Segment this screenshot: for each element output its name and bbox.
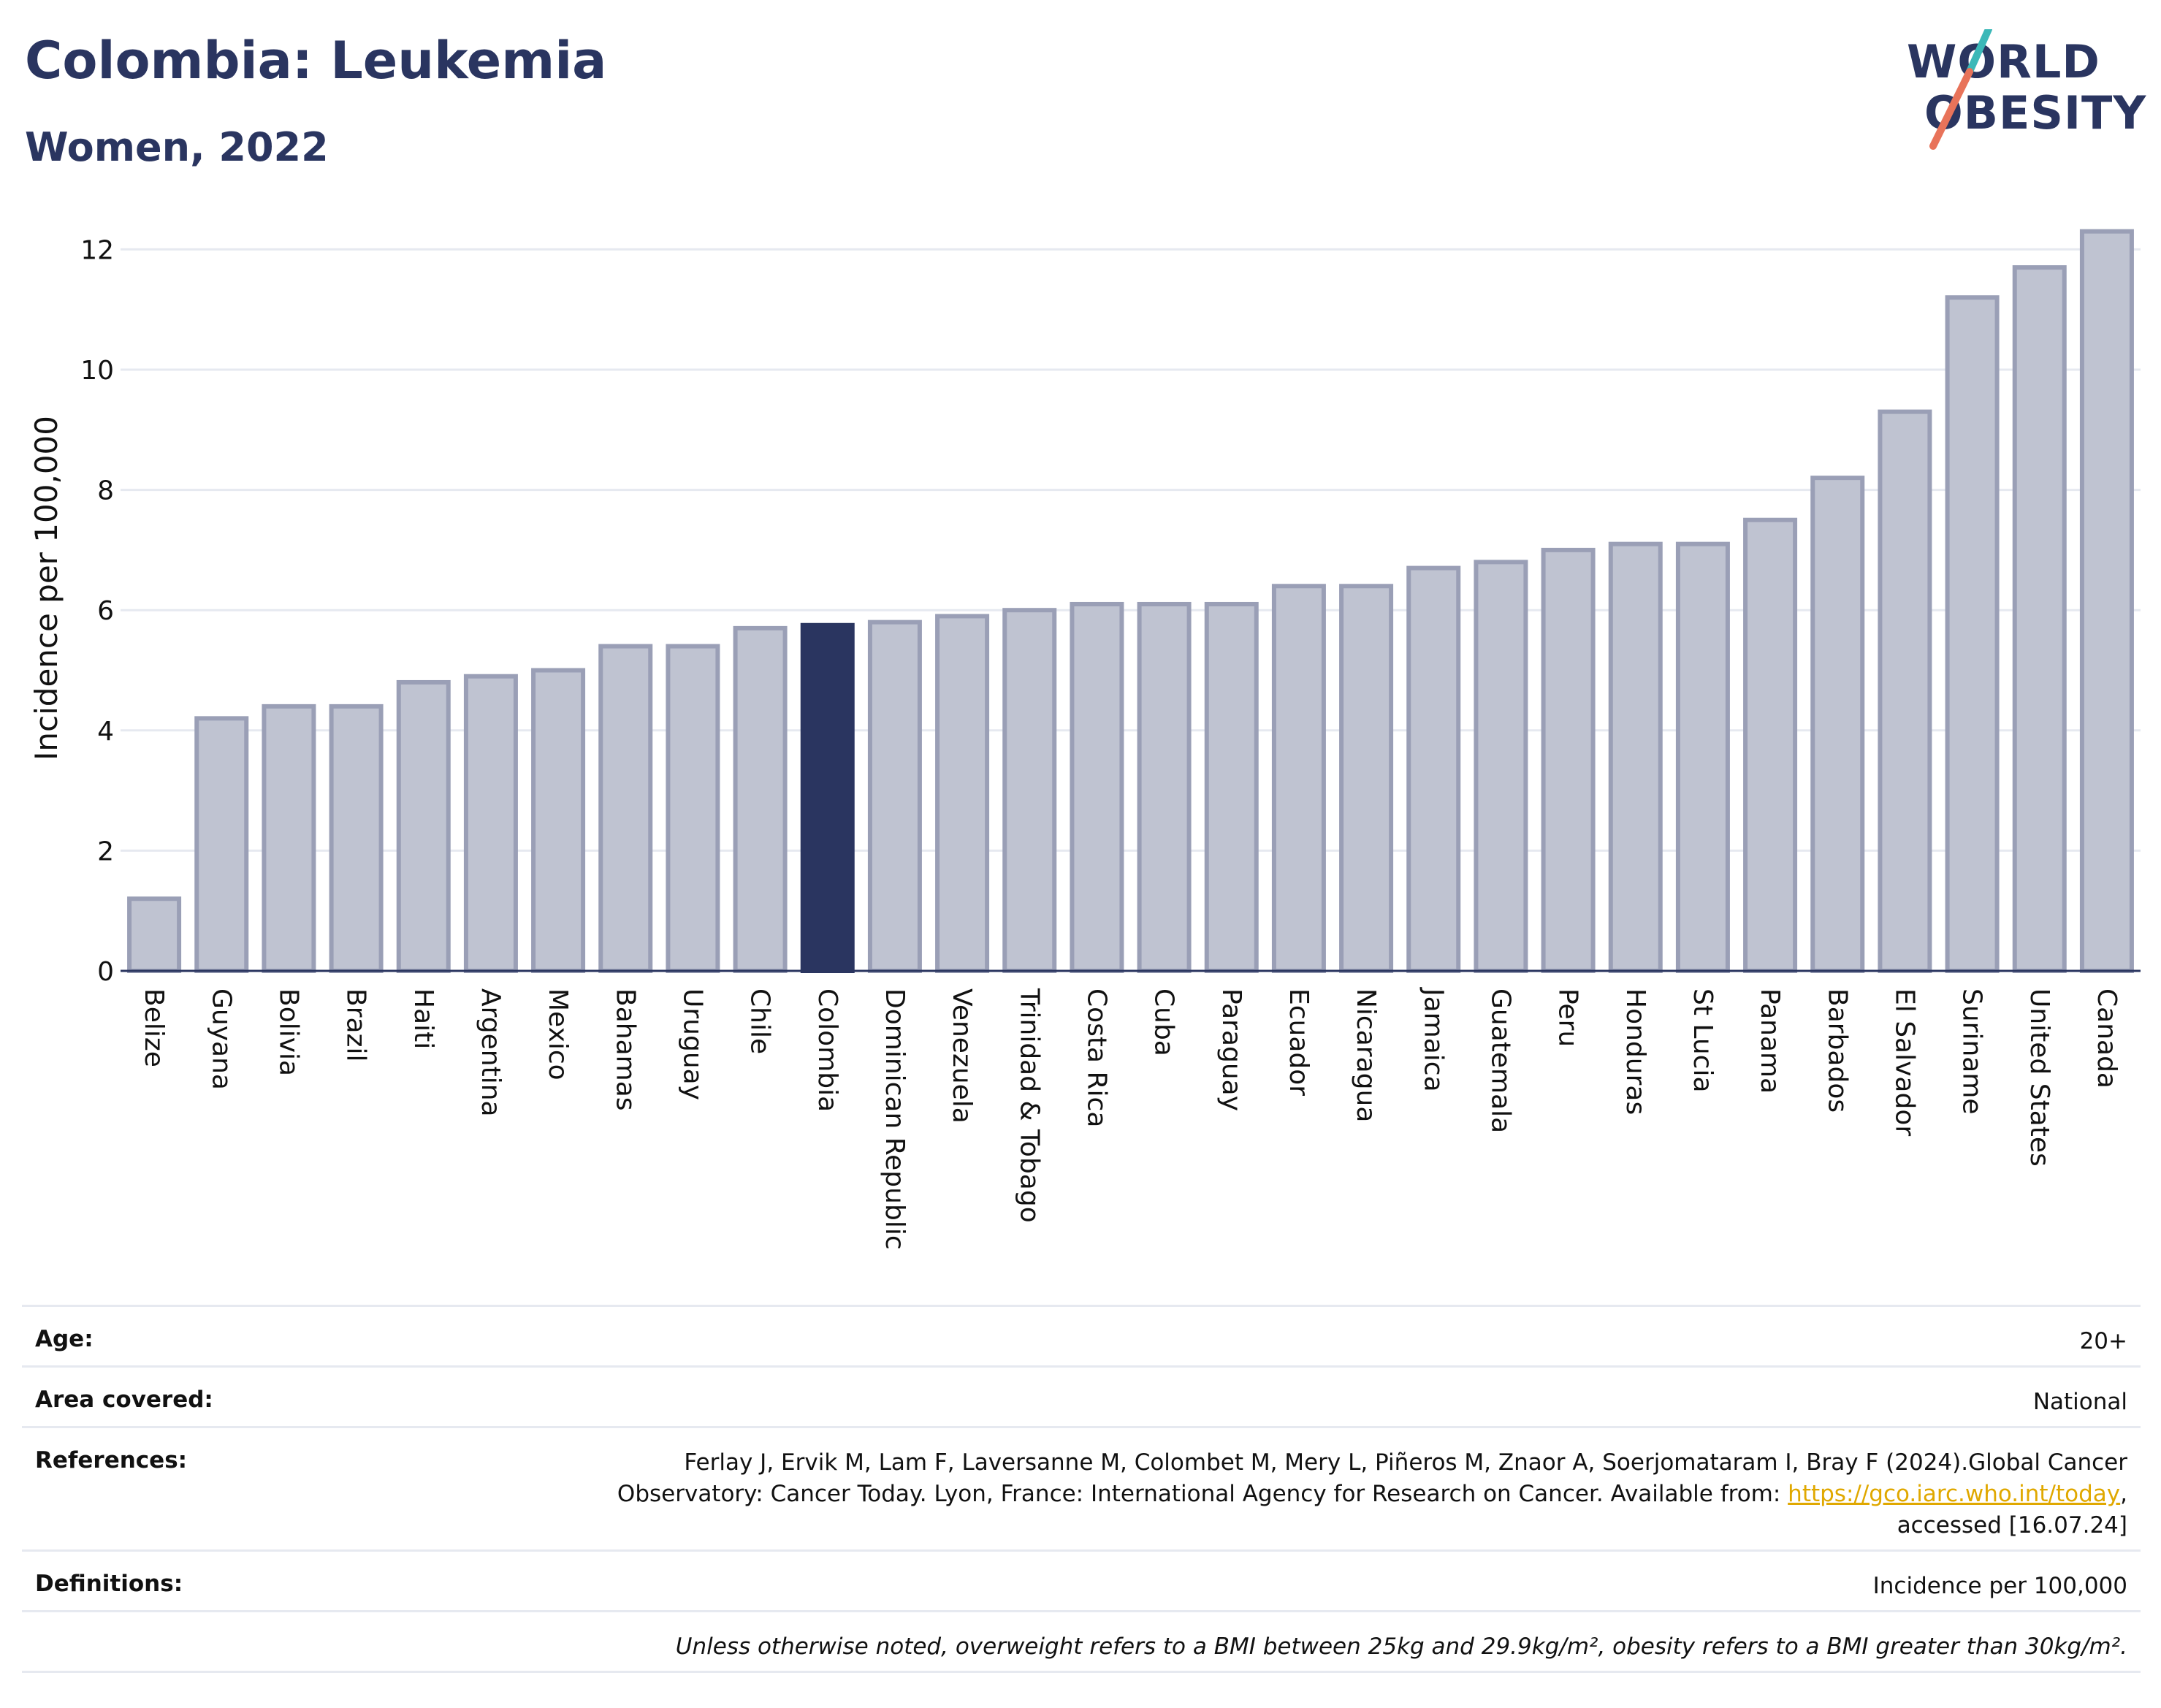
gridlines: [121, 248, 2141, 852]
bar-barbados[interactable]: [1810, 476, 1865, 973]
references-line3: accessed [16.07.24]: [1897, 1512, 2127, 1539]
x-tick-label: Nicaragua: [1351, 988, 1381, 1122]
bar-argentina[interactable]: [463, 674, 518, 973]
x-tick-label: Jamaica: [1418, 987, 1448, 1092]
x-tick-label: Uruguay: [677, 988, 707, 1100]
definitions-label: Definitions:: [35, 1571, 183, 1597]
page-title: Colombia: Leukemia: [25, 31, 607, 91]
x-tick-label: Belize: [139, 988, 169, 1067]
x-tick-label: Bahamas: [610, 988, 640, 1111]
info-row-age: Age: 20+: [22, 1305, 2141, 1365]
x-tick-label: Suriname: [1957, 988, 1987, 1115]
x-tick-label: Argentina: [476, 988, 506, 1117]
bar-paraguay[interactable]: [1204, 601, 1259, 973]
references-link[interactable]: https://gco.iarc.who.int/today: [1788, 1481, 2121, 1507]
age-label: Age:: [35, 1326, 94, 1352]
x-tick-label: Guatemala: [1485, 988, 1515, 1133]
definitions-value: Incidence per 100,000: [1872, 1573, 2127, 1599]
bar-panama[interactable]: [1743, 517, 1798, 973]
x-tick-label: Chile: [745, 988, 775, 1054]
x-tick-label: St Lucia: [1688, 988, 1718, 1093]
x-tick-label: Trinidad & Tobago: [1014, 988, 1044, 1223]
x-tick-label: Dominican Republic: [880, 988, 910, 1250]
y-axis-title: Incidence per 100,000: [28, 416, 64, 760]
info-row-definitions: Definitions: Incidence per 100,000: [22, 1549, 2141, 1610]
world-obesity-logo: WORLD OBESITY: [1907, 29, 2148, 153]
x-tick-label: Panama: [1755, 988, 1785, 1094]
y-axis-ticks: 0 2 4 6 8 10 12: [80, 235, 114, 987]
x-tick-label: United States: [2024, 988, 2054, 1167]
references-value: Ferlay J, Ervik M, Lam F, Laversanne M, …: [617, 1447, 2127, 1541]
bar-dominican-republic[interactable]: [867, 619, 922, 974]
references-line2-end: ,: [2120, 1481, 2127, 1507]
bar-peru[interactable]: [1541, 547, 1596, 973]
bar-mexico[interactable]: [531, 668, 586, 973]
y-tick-label: 8: [97, 476, 114, 506]
y-tick-label: 2: [97, 836, 114, 866]
bar-united-states[interactable]: [2012, 265, 2067, 974]
bar-colombia[interactable]: [800, 622, 855, 973]
bar-suriname[interactable]: [1945, 295, 2000, 973]
x-tick-label: Haiti: [408, 988, 438, 1049]
bmi-note: Unless otherwise noted, overweight refer…: [675, 1633, 2127, 1660]
bar-chile[interactable]: [733, 625, 788, 974]
y-tick-label: 0: [97, 957, 114, 987]
logo-slash-icon: [1929, 29, 1992, 150]
bar-brazil[interactable]: [329, 704, 384, 973]
info-row-area: Area covered: National: [22, 1365, 2141, 1426]
x-tick-label: Brazil: [341, 988, 371, 1061]
bar-guyana[interactable]: [194, 716, 249, 973]
bars: [127, 229, 2134, 974]
x-tick-label: Barbados: [1822, 988, 1852, 1113]
bar-jamaica[interactable]: [1406, 565, 1461, 973]
x-tick-label: Colombia: [812, 988, 842, 1112]
x-tick-label: El Salvador: [1889, 988, 1919, 1136]
bar-bahamas[interactable]: [598, 644, 653, 973]
y-tick-label: 12: [80, 235, 114, 265]
x-tick-label: Honduras: [1620, 988, 1650, 1115]
bar-uruguay[interactable]: [666, 644, 720, 973]
bar-canada[interactable]: [2079, 229, 2134, 973]
bar-haiti[interactable]: [396, 679, 451, 973]
bar-el-salvador[interactable]: [1878, 409, 1932, 973]
bar-nicaragua[interactable]: [1339, 584, 1394, 973]
x-tick-label: Cuba: [1149, 988, 1179, 1056]
bar-chart: 0 2 4 6 8 10 12 Belize Guyana Bolivia Brazil Haiti…: [28, 229, 2141, 1250]
y-tick-label: 10: [80, 356, 114, 386]
references-label: References:: [35, 1447, 188, 1473]
x-tick-label: Guyana: [206, 988, 236, 1090]
x-tick-label: Paraguay: [1216, 988, 1246, 1111]
bar-costa-rica[interactable]: [1070, 601, 1124, 973]
x-tick-label: Peru: [1553, 988, 1583, 1047]
bar-ecuador[interactable]: [1271, 584, 1326, 973]
page-subtitle: Women, 2022: [25, 124, 329, 170]
bar-guatemala[interactable]: [1474, 560, 1528, 973]
bar-st-lucia[interactable]: [1675, 541, 1730, 973]
x-tick-label: Ecuador: [1284, 988, 1314, 1096]
x-axis-labels: Belize Guyana Bolivia Brazil Haiti Argentina M…: [139, 987, 2122, 1250]
bar-bolivia[interactable]: [262, 704, 316, 973]
references-line1: Ferlay J, Ervik M, Lam F, Laversanne M, …: [684, 1449, 2127, 1476]
bar-honduras[interactable]: [1608, 541, 1663, 973]
info-table: Age: 20+ Area covered: National Referenc…: [22, 1305, 2141, 1673]
references-line2: Observatory: Cancer Today. Lyon, France:…: [617, 1481, 1788, 1507]
bar-trinidad-tobago[interactable]: [1002, 608, 1057, 973]
y-tick-label: 4: [97, 717, 114, 747]
bar-belize[interactable]: [127, 896, 182, 973]
x-tick-label: Mexico: [543, 988, 573, 1080]
y-tick-label: 6: [97, 596, 114, 626]
info-row-note: Unless otherwise noted, overweight refer…: [22, 1610, 2141, 1673]
area-value: National: [2032, 1389, 2127, 1415]
x-tick-label: Venezuela: [947, 988, 977, 1124]
x-tick-label: Bolivia: [273, 988, 303, 1076]
logo-line1: WORLD: [1907, 35, 2100, 88]
info-row-references: References: Ferlay J, Ervik M, Lam F, La…: [22, 1426, 2141, 1549]
age-value: 20+: [2079, 1328, 2127, 1354]
bar-cuba[interactable]: [1137, 601, 1192, 973]
x-tick-label: Canada: [2092, 988, 2122, 1089]
bar-venezuela[interactable]: [935, 614, 990, 974]
area-label: Area covered:: [35, 1387, 213, 1413]
x-tick-label: Costa Rica: [1081, 988, 1111, 1127]
